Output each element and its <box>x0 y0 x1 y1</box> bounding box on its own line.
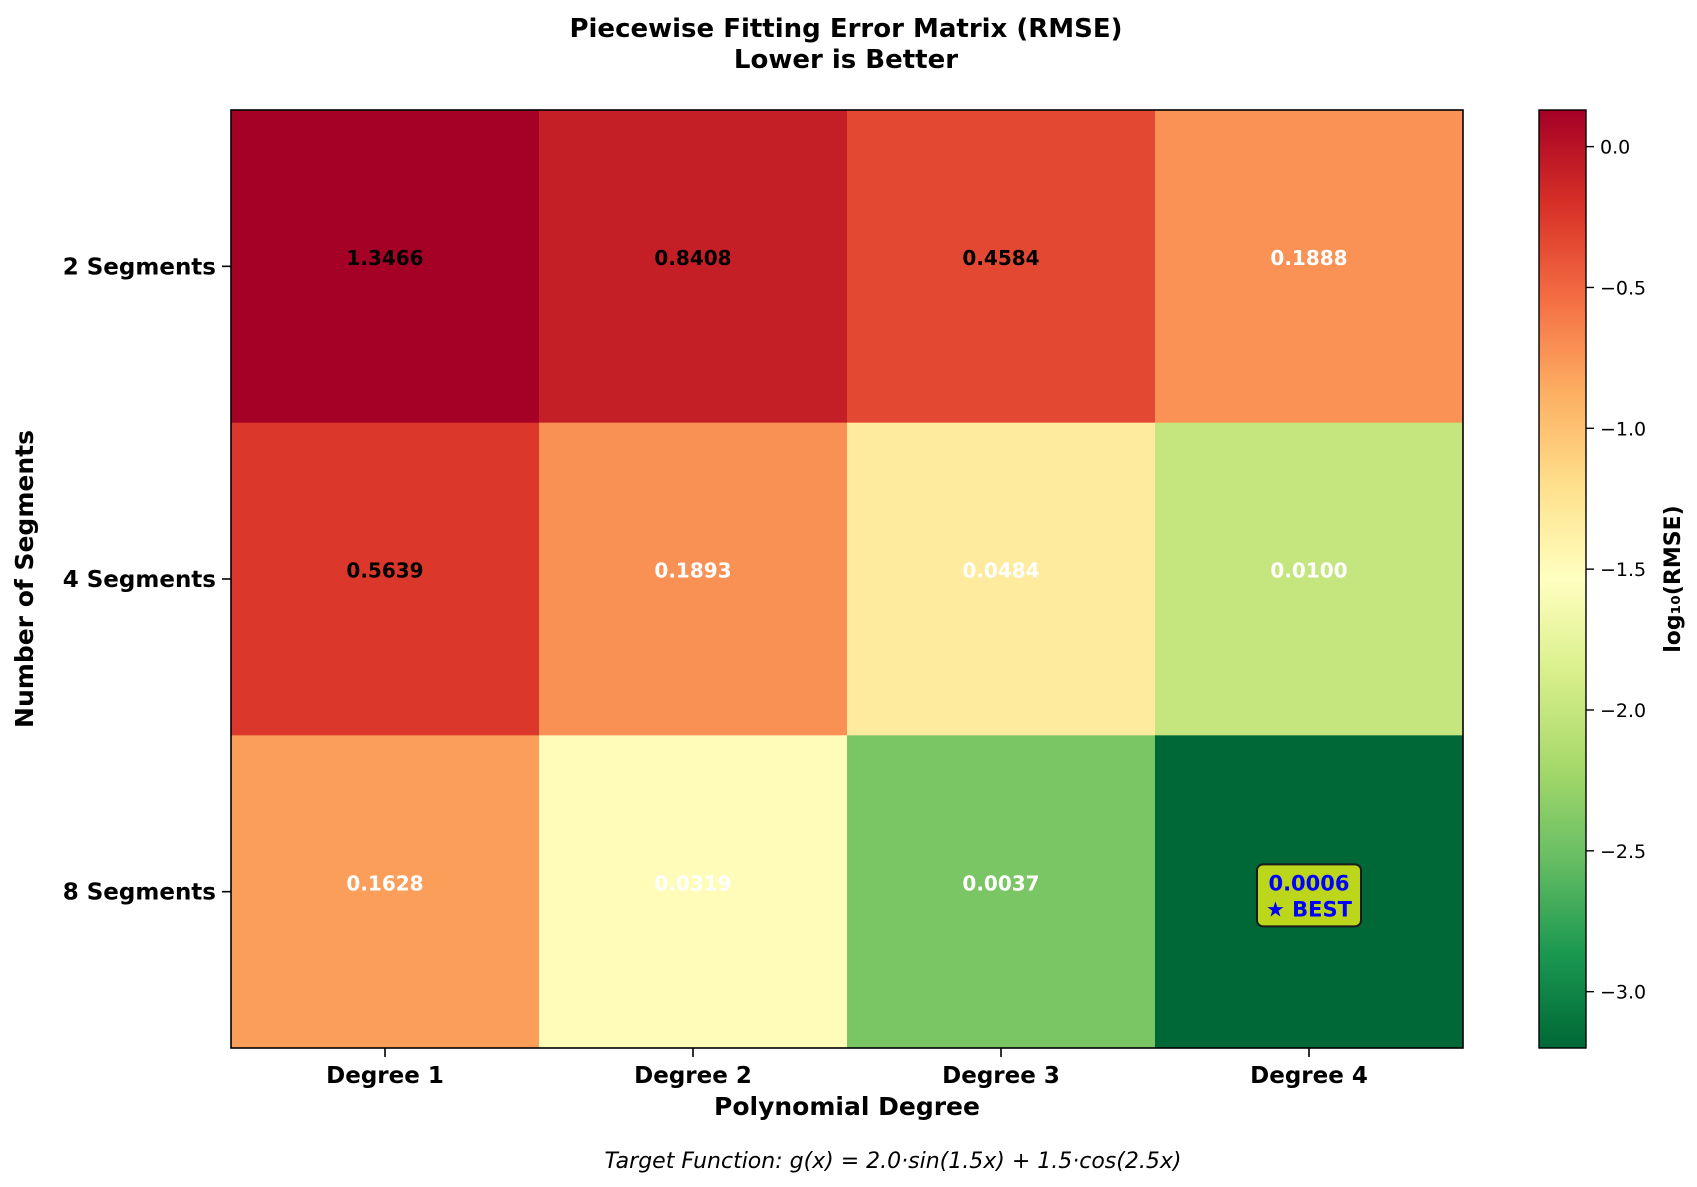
best-annotation: 0.0006 ★ BEST <box>1256 863 1362 928</box>
x-tick-label: Degree 4 <box>1250 1063 1368 1089</box>
colorbar-tick-label: −1.0 <box>1600 418 1646 440</box>
heatmap-cell <box>1155 422 1464 736</box>
x-axis-ticks: Degree 1 Degree 2 Degree 3 Degree 4 <box>326 1048 1368 1089</box>
y-tick-label: 4 Segments <box>63 567 216 593</box>
colorbar-tick-label: 0.0 <box>1600 137 1630 159</box>
colorbar-label: log₁₀(RMSE) <box>1661 505 1686 653</box>
heatmap-cell <box>539 110 848 424</box>
heatmap-cells <box>231 110 1464 1049</box>
x-tick-label: Degree 2 <box>634 1063 752 1089</box>
colorbar-tick-label: −3.0 <box>1600 982 1646 1004</box>
cell-value-label: 0.0037 <box>962 871 1039 895</box>
heatmap-cell <box>847 735 1156 1049</box>
colorbar <box>1538 109 1587 1049</box>
cell-value-labels: 1.3466 0.8408 0.4584 0.1888 0.5639 0.1893 0.04… <box>346 246 1347 895</box>
colorbar-tick-label: −2.0 <box>1600 700 1646 722</box>
heatmap-cell <box>847 110 1156 424</box>
cell-value-label: 0.1888 <box>1270 246 1347 270</box>
best-annotation-value: 0.0006 <box>1268 871 1349 895</box>
cell-value-label: 0.0100 <box>1270 559 1347 583</box>
colorbar-ticks: 0.0 −0.5 −1.0 −1.5 −2.0 −2.5 −3.0 <box>1586 137 1646 1004</box>
cell-value-label: 0.8408 <box>654 246 731 270</box>
x-tick-label: Degree 1 <box>326 1063 444 1089</box>
x-tick-label: Degree 3 <box>942 1063 1060 1089</box>
cell-value-label: 1.3466 <box>346 246 423 270</box>
cell-value-label: 0.5639 <box>346 559 423 583</box>
y-tick-label: 2 Segments <box>63 254 216 280</box>
heatmap-cell <box>539 735 848 1049</box>
x-axis-label: Polynomial Degree <box>714 1092 980 1121</box>
cell-value-label: 0.4584 <box>962 246 1039 270</box>
heatmap-cell <box>231 110 540 424</box>
heatmap-cell <box>231 735 540 1049</box>
chart-title: Piecewise Fitting Error Matrix (RMSE) <box>569 14 1122 44</box>
y-axis-label: Number of Segments <box>10 430 39 728</box>
best-annotation-tag: ★ BEST <box>1266 897 1353 921</box>
cell-value-label: 0.0319 <box>654 871 731 895</box>
y-axis-ticks: 2 Segments 4 Segments 8 Segments <box>63 254 231 906</box>
heatmap-cell <box>539 422 848 736</box>
footnote: Target Function: g(x) = 2.0·sin(1.5x) + … <box>605 1149 1182 1174</box>
heatmap-cell <box>1155 110 1464 424</box>
colorbar-tick-label: −2.5 <box>1600 841 1646 863</box>
best-annotation-box <box>1256 863 1362 928</box>
cell-value-label: 0.1628 <box>346 871 423 895</box>
colorbar-tick-label: −0.5 <box>1600 277 1646 299</box>
heatmap-cell <box>847 422 1156 736</box>
cell-value-label: 0.0484 <box>962 559 1039 583</box>
y-tick-label: 8 Segments <box>63 880 216 906</box>
cell-value-label: 0.1893 <box>654 559 731 583</box>
heatmap-cell <box>231 422 540 736</box>
chart-subtitle: Lower is Better <box>734 45 958 75</box>
colorbar-tick-label: −1.5 <box>1600 559 1646 581</box>
